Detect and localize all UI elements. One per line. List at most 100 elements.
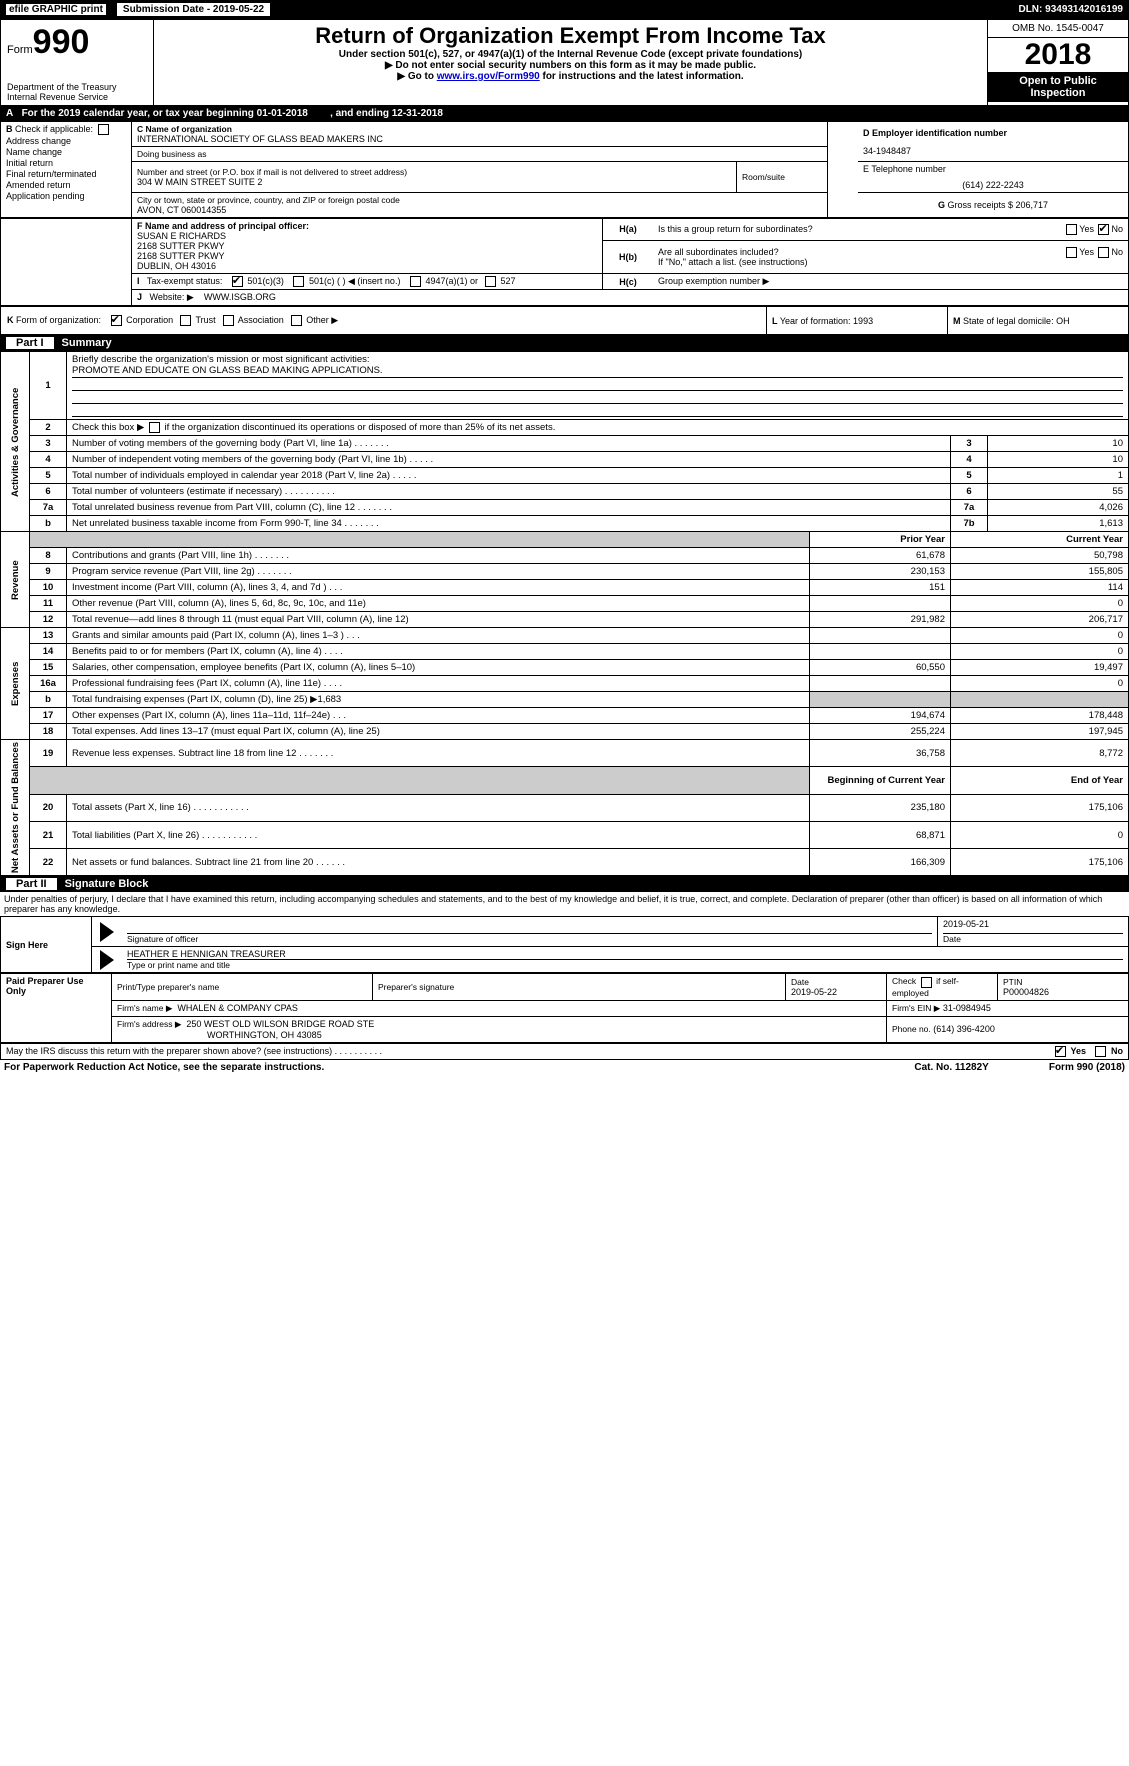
hb-no[interactable] bbox=[1098, 247, 1109, 258]
i-527[interactable] bbox=[485, 276, 496, 287]
col-headers2: Beginning of Current YearEnd of Year bbox=[1, 767, 1129, 794]
activities-label: Activities & Governance bbox=[1, 352, 30, 532]
efile-header: efile GRAPHIC print Submission Date - 20… bbox=[0, 0, 1129, 19]
line-8: 8Contributions and grants (Part VIII, li… bbox=[1, 548, 1129, 564]
website-url: WWW.ISGB.ORG bbox=[204, 292, 276, 302]
k-corp[interactable] bbox=[111, 315, 122, 326]
dln-label: DLN: 93493142016199 bbox=[1018, 4, 1123, 15]
f-h-table: F Name and address of principal officer:… bbox=[0, 218, 1129, 306]
opt-final: Final return/terminated bbox=[6, 169, 126, 179]
netassets-label: Net Assets or Fund Balances bbox=[1, 740, 30, 876]
tax-year: 2018 bbox=[988, 38, 1128, 72]
irs-link[interactable]: www.irs.gov/Form990 bbox=[437, 71, 540, 82]
dept-label: Department of the Treasury bbox=[7, 82, 147, 92]
self-employed-checkbox[interactable] bbox=[921, 977, 932, 988]
checkbox-b[interactable] bbox=[98, 124, 109, 135]
sig-name-cell: HEATHER E HENNIGAN TREASURER Type or pri… bbox=[122, 947, 1129, 973]
ptin-cell: PTINP00004826 bbox=[998, 974, 1129, 1000]
ha-cell: Is this a group return for subordinates?… bbox=[653, 219, 1129, 241]
prep-sig: Preparer's signature bbox=[373, 974, 786, 1000]
i-501c3[interactable] bbox=[232, 276, 243, 287]
year-cell: OMB No. 1545-0047 2018 Open to Public In… bbox=[988, 20, 1129, 106]
hb-yes[interactable] bbox=[1066, 247, 1077, 258]
ein: 34-1948487 bbox=[863, 146, 1123, 156]
form-prefix: Form bbox=[7, 44, 33, 56]
room-suite: Room/suite bbox=[737, 162, 828, 193]
line-18: 18Total expenses. Add lines 13–17 (must … bbox=[1, 724, 1129, 740]
line-22: 22Net assets or fund balances. Subtract … bbox=[1, 849, 1129, 876]
line-5: 5Total number of individuals employed in… bbox=[1, 468, 1129, 484]
header-info-table: B Check if applicable: Address change Na… bbox=[0, 121, 1129, 218]
line-13: Expenses13Grants and similar amounts pai… bbox=[1, 628, 1129, 644]
hc-label: H(c) bbox=[603, 274, 654, 290]
summary-table: Activities & Governance 1 Briefly descri… bbox=[0, 351, 1129, 876]
line-19: Net Assets or Fund Balances19Revenue les… bbox=[1, 740, 1129, 767]
discuss-no[interactable] bbox=[1095, 1046, 1106, 1057]
q1: Briefly describe the organization's miss… bbox=[67, 352, 1129, 420]
line-6: 6Total number of volunteers (estimate if… bbox=[1, 484, 1129, 500]
form-note2: ▶ Go to www.irs.gov/Form990 for instruct… bbox=[160, 71, 981, 82]
penalty-text: Under penalties of perjury, I declare th… bbox=[0, 892, 1129, 916]
k-assoc[interactable] bbox=[223, 315, 234, 326]
opt-name: Name change bbox=[6, 147, 126, 157]
opt-address: Address change bbox=[6, 136, 126, 146]
line-7b: bNet unrelated business taxable income f… bbox=[1, 516, 1129, 532]
footer-mid: Cat. No. 11282Y bbox=[914, 1062, 988, 1073]
section-f: F Name and address of principal officer:… bbox=[132, 219, 603, 274]
omb-number: OMB No. 1545-0047 bbox=[988, 20, 1128, 38]
sig-officer-cell: Signature of officer bbox=[122, 917, 938, 947]
ha-no[interactable] bbox=[1098, 224, 1109, 235]
line-9: 9Program service revenue (Part VIII, lin… bbox=[1, 564, 1129, 580]
q2-checkbox[interactable] bbox=[149, 422, 160, 433]
opt-amended: Amended return bbox=[6, 180, 126, 190]
section-street: Number and street (or P.O. box if mail i… bbox=[132, 162, 737, 193]
discuss-yes[interactable] bbox=[1055, 1046, 1066, 1057]
form-header-table: Form990 Department of the Treasury Inter… bbox=[0, 19, 1129, 106]
phone: (614) 222-2243 bbox=[863, 180, 1123, 190]
sign-here-label: Sign Here bbox=[1, 917, 92, 973]
section-k: K Form of organization: Corporation Trus… bbox=[1, 307, 767, 335]
arrow-icon bbox=[100, 922, 114, 942]
paid-preparer-label: Paid Preparer Use Only bbox=[1, 974, 112, 1042]
ha-label: H(a) bbox=[603, 219, 654, 241]
form-subtitle: Under section 501(c), 527, or 4947(a)(1)… bbox=[160, 49, 981, 60]
i-501c[interactable] bbox=[293, 276, 304, 287]
form-id-cell: Form990 Department of the Treasury Inter… bbox=[1, 20, 154, 106]
paid-preparer-table: Paid Preparer Use Only Print/Type prepar… bbox=[0, 973, 1129, 1042]
section-g: G Gross receipts $ 206,717 bbox=[858, 193, 1129, 218]
line-20: 20Total assets (Part X, line 16) . . . .… bbox=[1, 794, 1129, 821]
discuss-text: May the IRS discuss this return with the… bbox=[1, 1043, 939, 1059]
section-l: L Year of formation: 1993 bbox=[767, 307, 948, 335]
submission-date: Submission Date - 2019-05-22 bbox=[116, 2, 271, 17]
line-a: A For the 2019 calendar year, or tax yea… bbox=[0, 106, 1129, 121]
prep-check: Check if self-employed bbox=[887, 974, 998, 1000]
i-4947[interactable] bbox=[410, 276, 421, 287]
footer: For Paperwork Reduction Act Notice, see … bbox=[0, 1060, 1129, 1075]
ha-yes[interactable] bbox=[1066, 224, 1077, 235]
discuss-answer: Yes No bbox=[938, 1043, 1129, 1059]
print-name: Print/Type preparer's name bbox=[112, 974, 373, 1000]
line-12: 12Total revenue—add lines 8 through 11 (… bbox=[1, 612, 1129, 628]
arrow-icon bbox=[100, 950, 114, 970]
col-headers: Revenue Prior Year Current Year bbox=[1, 532, 1129, 548]
line-3: 3Number of voting members of the governi… bbox=[1, 436, 1129, 452]
q1-answer: PROMOTE AND EDUCATE ON GLASS BEAD MAKING… bbox=[72, 365, 1123, 378]
section-b: B Check if applicable: Address change Na… bbox=[1, 122, 132, 218]
firm-phone: Phone no. (614) 396-4200 bbox=[887, 1016, 1129, 1042]
form-number: 990 bbox=[33, 23, 90, 61]
org-name: INTERNATIONAL SOCIETY OF GLASS BEAD MAKE… bbox=[137, 134, 822, 144]
k-trust[interactable] bbox=[180, 315, 191, 326]
line-7a: 7aTotal unrelated business revenue from … bbox=[1, 500, 1129, 516]
section-d: D Employer identification number 34-1948… bbox=[858, 122, 1129, 162]
city-zip: AVON, CT 060014355 bbox=[137, 205, 822, 215]
k-other[interactable] bbox=[291, 315, 302, 326]
klm-table: K Form of organization: Corporation Trus… bbox=[0, 306, 1129, 335]
line-17: 17Other expenses (Part IX, column (A), l… bbox=[1, 708, 1129, 724]
opt-pending: Application pending bbox=[6, 191, 126, 201]
street-address: 304 W MAIN STREET SUITE 2 bbox=[137, 177, 731, 187]
irs-label: Internal Revenue Service bbox=[7, 92, 147, 102]
expenses-label: Expenses bbox=[1, 628, 30, 740]
line-16b: bTotal fundraising expenses (Part IX, co… bbox=[1, 692, 1129, 708]
discuss-table: May the IRS discuss this return with the… bbox=[0, 1043, 1129, 1060]
line-16a: 16aProfessional fundraising fees (Part I… bbox=[1, 676, 1129, 692]
